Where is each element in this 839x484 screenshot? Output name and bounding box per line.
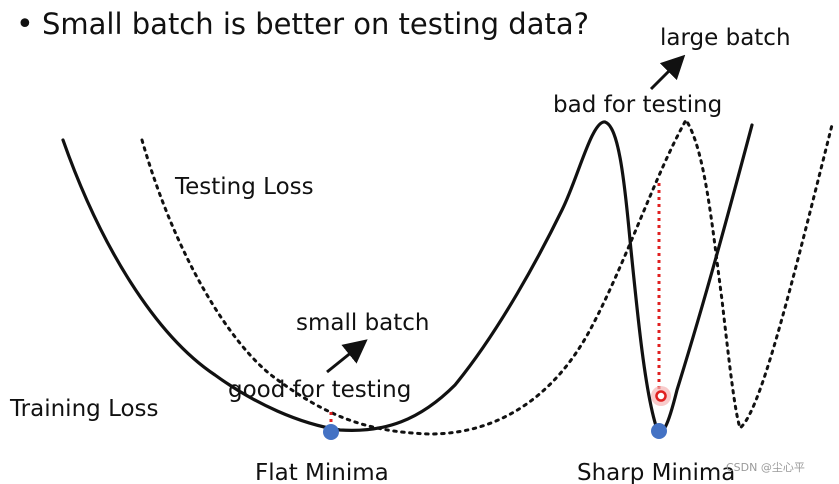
bad-for-testing-label: bad for testing: [553, 92, 722, 118]
sharp-minima-label: Sharp Minima: [577, 460, 735, 484]
small-batch-label: small batch: [296, 310, 430, 336]
training-loss-label: Training Loss: [9, 396, 159, 422]
slide-title: Small batch is better on testing data?: [42, 7, 589, 41]
flat-minimum-dot: [323, 424, 339, 440]
good-for-testing-label: good for testing: [228, 377, 411, 403]
testing-loss-label: Testing Loss: [174, 174, 314, 200]
sharp-minimum-dot: [651, 423, 667, 439]
large-batch-arrow: [649, 54, 686, 91]
flat-minima-label: Flat Minima: [255, 460, 389, 484]
large-batch-label: large batch: [660, 25, 791, 51]
small-batch-arrow: [326, 339, 368, 374]
training-loss-curve: [61, 120, 754, 433]
watermark: CSDN @尘心平: [726, 461, 805, 474]
sharp-test-point: [655, 390, 667, 402]
title-bullet: •: [16, 7, 34, 42]
